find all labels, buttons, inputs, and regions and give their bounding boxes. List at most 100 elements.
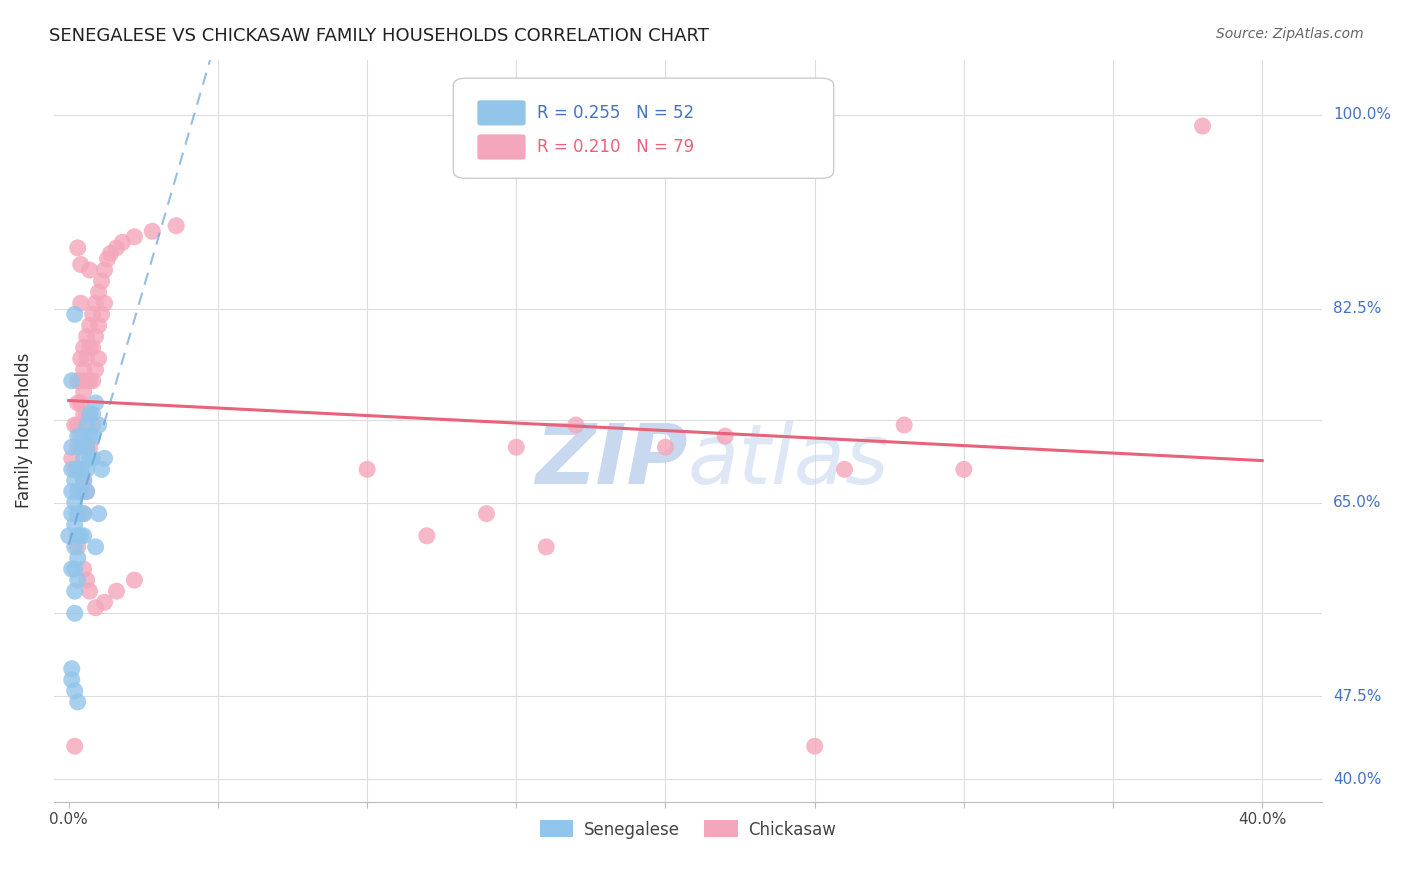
Point [111, 235, 134, 250]
Point [69, 529, 91, 543]
Point [82, 429, 104, 443]
Point [834, 462, 856, 476]
Point [76, 462, 98, 476]
Point [69, 507, 91, 521]
Point [79, 407, 101, 421]
Text: 47.5%: 47.5% [1333, 689, 1381, 704]
Point [66, 529, 89, 543]
Point [124, 573, 146, 587]
Point [63, 418, 86, 433]
Point [79, 451, 101, 466]
Point [60, 562, 83, 576]
Point [66, 484, 89, 499]
Point [66, 573, 89, 587]
Point [69, 484, 91, 499]
FancyBboxPatch shape [478, 100, 526, 126]
Point [66, 429, 89, 443]
Point [714, 429, 737, 443]
Point [63, 462, 86, 476]
Point [79, 374, 101, 388]
Point [84, 362, 107, 376]
Point [93, 296, 115, 310]
Point [803, 739, 825, 754]
Point [69, 484, 91, 499]
Point [124, 229, 146, 244]
Point [87, 285, 110, 300]
Point [87, 351, 110, 366]
Point [63, 562, 86, 576]
Point [69, 462, 91, 476]
Point [63, 607, 86, 621]
Text: 40.0%: 40.0% [1333, 772, 1381, 787]
Legend: Senegalese, Chickasaw: Senegalese, Chickasaw [533, 814, 842, 846]
Point [63, 683, 86, 698]
Point [105, 584, 128, 599]
Point [73, 440, 96, 454]
Point [66, 540, 89, 554]
Point [69, 374, 91, 388]
Point [73, 474, 96, 488]
Text: ZIP: ZIP [536, 420, 688, 500]
Point [63, 584, 86, 599]
Point [63, 495, 86, 509]
Point [63, 540, 86, 554]
Point [893, 418, 915, 433]
Point [96, 252, 118, 266]
Point [66, 396, 89, 410]
Point [66, 550, 89, 565]
Point [84, 396, 107, 410]
Point [100, 246, 122, 260]
Point [84, 600, 107, 615]
Point [93, 263, 115, 277]
Point [60, 440, 83, 454]
Point [76, 440, 98, 454]
Point [69, 257, 91, 271]
Point [60, 451, 83, 466]
Point [76, 440, 98, 454]
Point [73, 507, 96, 521]
Point [66, 462, 89, 476]
Point [69, 462, 91, 476]
Point [60, 374, 83, 388]
Text: atlas: atlas [688, 420, 890, 500]
Point [63, 739, 86, 754]
Point [73, 429, 96, 443]
Point [90, 274, 112, 288]
Point [356, 462, 378, 476]
Point [60, 484, 83, 499]
Point [76, 418, 98, 433]
Point [79, 318, 101, 333]
Point [76, 407, 98, 421]
Text: 82.5%: 82.5% [1333, 301, 1381, 317]
Point [105, 241, 128, 255]
Point [63, 474, 86, 488]
Point [82, 451, 104, 466]
Point [76, 573, 98, 587]
Point [73, 384, 96, 399]
Point [76, 484, 98, 499]
Point [90, 462, 112, 476]
Point [565, 418, 588, 433]
Point [73, 507, 96, 521]
Text: R = 0.210   N = 79: R = 0.210 N = 79 [537, 138, 695, 156]
Point [66, 440, 89, 454]
Point [82, 374, 104, 388]
Point [69, 440, 91, 454]
Point [73, 451, 96, 466]
Point [82, 407, 104, 421]
Point [654, 440, 676, 454]
Point [84, 329, 107, 343]
Point [87, 507, 110, 521]
Point [58, 529, 80, 543]
Point [60, 507, 83, 521]
Point [66, 695, 89, 709]
Point [82, 341, 104, 355]
Point [66, 374, 89, 388]
Point [93, 595, 115, 609]
Point [79, 440, 101, 454]
Point [69, 351, 91, 366]
Point [76, 351, 98, 366]
Text: 65.0%: 65.0% [1333, 495, 1382, 510]
Point [60, 662, 83, 676]
Point [76, 374, 98, 388]
